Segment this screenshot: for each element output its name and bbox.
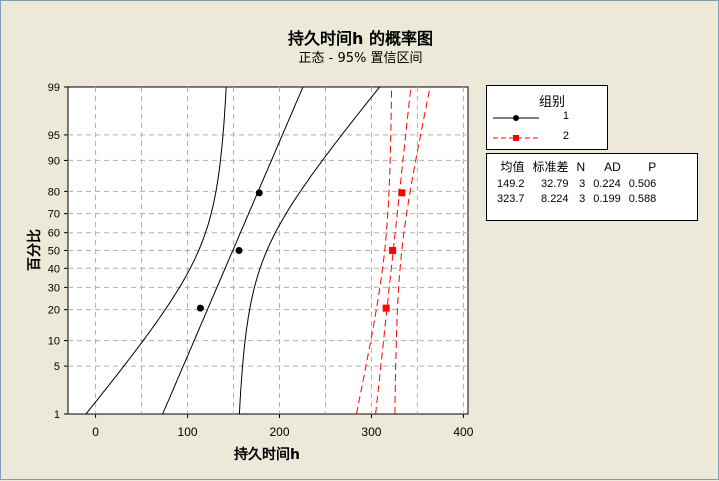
x-tick-label: 300: [361, 425, 381, 439]
statistics-table: 均值 标准差 N AD P 149.2 32.79 3 0.224 0.506 …: [486, 153, 698, 221]
x-tick-label: 400: [453, 425, 473, 439]
y-tick-label: 10: [48, 336, 60, 348]
stats-cell: 0.199: [593, 193, 621, 205]
stats-header-mean: 均值: [500, 160, 525, 174]
y-tick-label: 50: [48, 246, 60, 258]
legend-entry-2: 2: [487, 130, 607, 146]
series-2-point: [382, 304, 390, 312]
stats-cell: 32.79: [541, 178, 569, 190]
axis-ticks: 1 5 10 20 30 40 50 60 70 80 90 95 99 0 100 200 300 400: [48, 82, 474, 439]
stats-cell: 0.224: [593, 178, 621, 190]
series-1-point: [235, 247, 243, 254]
series-1-point: [196, 304, 204, 312]
legend: 组别 1 2: [486, 85, 608, 150]
series-1-ci-hi: [238, 87, 381, 414]
legend-entry-1: 1: [487, 110, 607, 126]
y-tick-label: 80: [48, 186, 60, 198]
y-tick-label: 90: [48, 155, 60, 167]
y-tick-label: 5: [54, 361, 60, 373]
stats-cell: 323.7: [497, 193, 525, 205]
stats-cell: 149.2: [497, 178, 525, 190]
stats-cell: 0.588: [628, 193, 657, 205]
legend-title: 组别: [539, 94, 566, 109]
series-1-ci-lo: [85, 87, 227, 414]
y-tick-label: 30: [48, 282, 60, 294]
stats-header-ad: AD: [604, 159, 621, 174]
y-tick-label: 20: [48, 305, 60, 317]
series-2-point: [398, 189, 406, 197]
y-tick-label: 40: [48, 263, 60, 275]
stats-cell: 3: [579, 193, 586, 205]
legend-label-2: 2: [562, 130, 569, 142]
chart-subtitle: 正态 - 95% 置信区间: [298, 51, 423, 66]
x-axis-label: 持久时间h: [234, 446, 300, 463]
y-tick-label: 60: [48, 228, 60, 240]
y-tick-label: 70: [48, 209, 60, 221]
stats-cell: 0.506: [628, 178, 657, 190]
y-axis-label: 百分比: [26, 229, 43, 271]
legend-swatch-2: [493, 135, 539, 141]
series-1-fit-line: [162, 87, 304, 414]
grid: [68, 87, 468, 414]
x-tick-label: 200: [269, 425, 289, 439]
legend-label-1: 1: [562, 110, 569, 122]
y-tick-label: 99: [48, 82, 60, 94]
stats-header-p: P: [648, 159, 657, 174]
stats-cell: 3: [579, 178, 586, 190]
stats-header-row: 均值 标准差 N AD P: [493, 157, 660, 177]
x-tick-label: 0: [92, 425, 99, 439]
legend-swatch-1: [493, 115, 539, 121]
confidence-bands: [85, 87, 431, 414]
series-2-point: [389, 247, 397, 254]
x-tick-label: 100: [178, 425, 198, 439]
y-tick-label: 95: [48, 130, 60, 142]
data-points: [196, 189, 406, 312]
stats-row: 323.7 8.224 3 0.199 0.588: [493, 192, 660, 207]
y-tick-label: 1: [54, 409, 60, 421]
stats-header-stdev: 标准差: [532, 160, 569, 174]
stats-cell: 8.224: [541, 193, 569, 205]
series-2-ci-lo: [355, 87, 393, 414]
chart-title: 持久时间h 的概率图: [288, 29, 433, 48]
stats-row: 149.2 32.79 3 0.224 0.506: [493, 177, 660, 192]
series-1-point: [255, 189, 263, 197]
stats-header-n: N: [576, 159, 586, 174]
